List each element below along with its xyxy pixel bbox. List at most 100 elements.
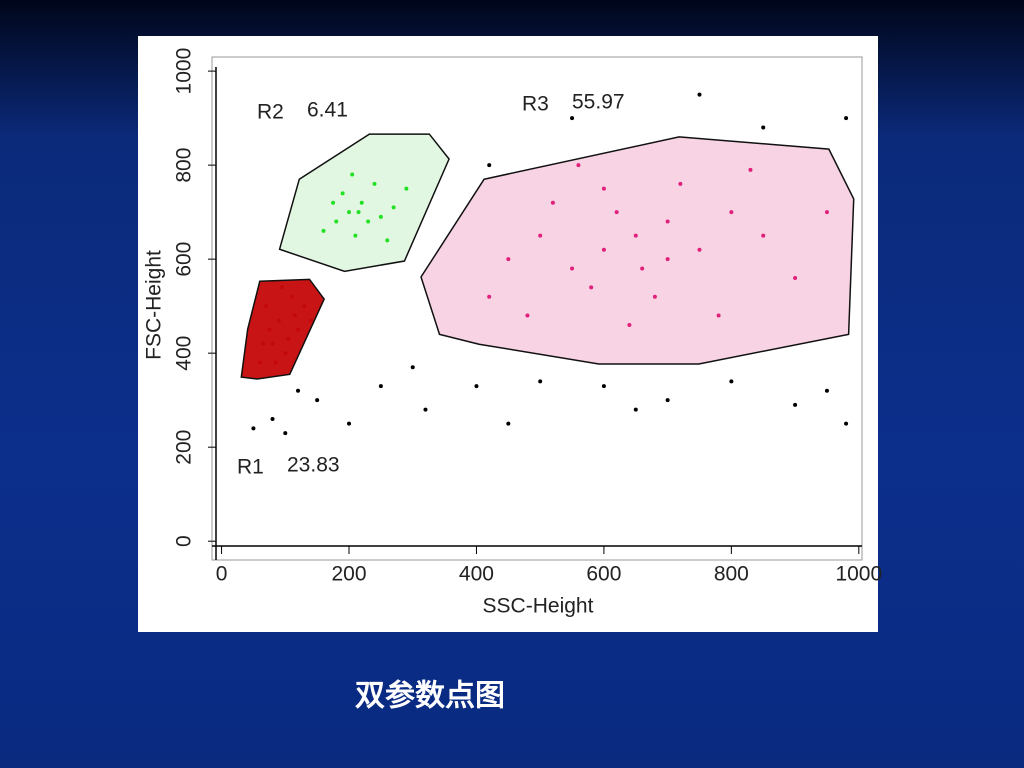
event-dot [570,266,575,271]
event-dot [378,384,383,389]
event-dot [334,219,339,224]
event-dot [506,421,511,426]
event-dot [260,341,265,346]
event-dot [633,233,638,238]
event-dot [283,431,288,436]
y-tick-label: 1000 [173,48,196,95]
event-dot [257,360,262,365]
gate-polygon [240,278,326,380]
event-dot [729,379,734,384]
y-tick-label: 0 [173,535,196,547]
event-dot [793,402,798,407]
event-dot [729,210,734,215]
y-tick-label: 200 [173,430,196,465]
x-tick-label: 1000 [835,563,882,586]
event-dot [487,163,492,168]
event-dot [697,92,702,97]
event-dot [283,351,288,356]
event-dot [350,172,355,177]
x-tick-label: 0 [216,563,228,586]
gate-polygon [278,133,450,273]
event-dot [633,407,638,412]
gate-percent: 23.83 [287,454,340,477]
gate-percent: 55.97 [572,91,625,114]
event-dot [347,421,352,426]
gate-name: R1 [237,456,264,479]
event-dot [273,360,278,365]
caption: 双参数点图 [355,679,505,714]
event-dot [601,186,606,191]
event-dot [665,219,670,224]
event-dot [331,200,336,205]
event-dot [640,266,645,271]
event-dot [378,214,383,219]
event-dot [404,186,409,191]
event-dot [844,421,849,426]
event-dot [251,426,256,431]
event-dot [824,210,829,215]
event-dot [589,285,594,290]
event-dot [538,379,543,384]
event-dot [538,233,543,238]
event-dot [315,398,320,403]
gate-name: R3 [522,93,549,116]
event-dot [506,257,511,262]
event-dot [276,318,281,323]
event-dot [385,238,390,243]
gate-name: R2 [257,101,284,124]
event-dot [844,116,849,121]
plot-frame [211,56,863,561]
event-dot [321,228,326,233]
event-dot [340,191,345,196]
event-dot [286,337,291,342]
event-dot [761,233,766,238]
event-dot [289,294,294,299]
event-dot [296,327,301,332]
y-tick-label: 400 [173,336,196,371]
y-tick-label: 800 [173,148,196,183]
event-dot [359,200,364,205]
event-dot [280,285,285,290]
event-dot [474,384,479,389]
event-dot [308,318,313,323]
event-dot [761,125,766,130]
event-dot [356,210,361,215]
event-dot [410,365,415,370]
event-dot [372,181,377,186]
event-dot [748,167,753,172]
event-dot [576,163,581,168]
event-dot [601,247,606,252]
event-dot [347,210,352,215]
event-dot [296,388,301,393]
x-tick-label: 400 [459,563,494,586]
y-tick-label: 600 [173,242,196,277]
event-dot [652,294,657,299]
event-dot [824,388,829,393]
event-dot [423,407,428,412]
event-dot [270,416,275,421]
event-dot [678,181,683,186]
event-dot [716,313,721,318]
event-dot [525,313,530,318]
event-dot [614,210,619,215]
x-tick-label: 800 [714,563,749,586]
event-dot [550,200,555,205]
event-dot [570,116,575,121]
x-axis-label: SSC-Height [483,595,594,618]
x-tick-label: 600 [586,563,621,586]
y-axis-label: FSC-Height [143,250,166,360]
gate-polygon [420,136,855,365]
event-dot [601,384,606,389]
event-dot [391,205,396,210]
event-dot [264,304,269,309]
event-dot [302,304,307,309]
event-dot [270,341,275,346]
event-dot [292,313,297,318]
event-dot [697,247,702,252]
event-dot [353,233,358,238]
x-tick-label: 200 [331,563,366,586]
gate-percent: 6.41 [307,99,348,122]
event-dot [665,398,670,403]
